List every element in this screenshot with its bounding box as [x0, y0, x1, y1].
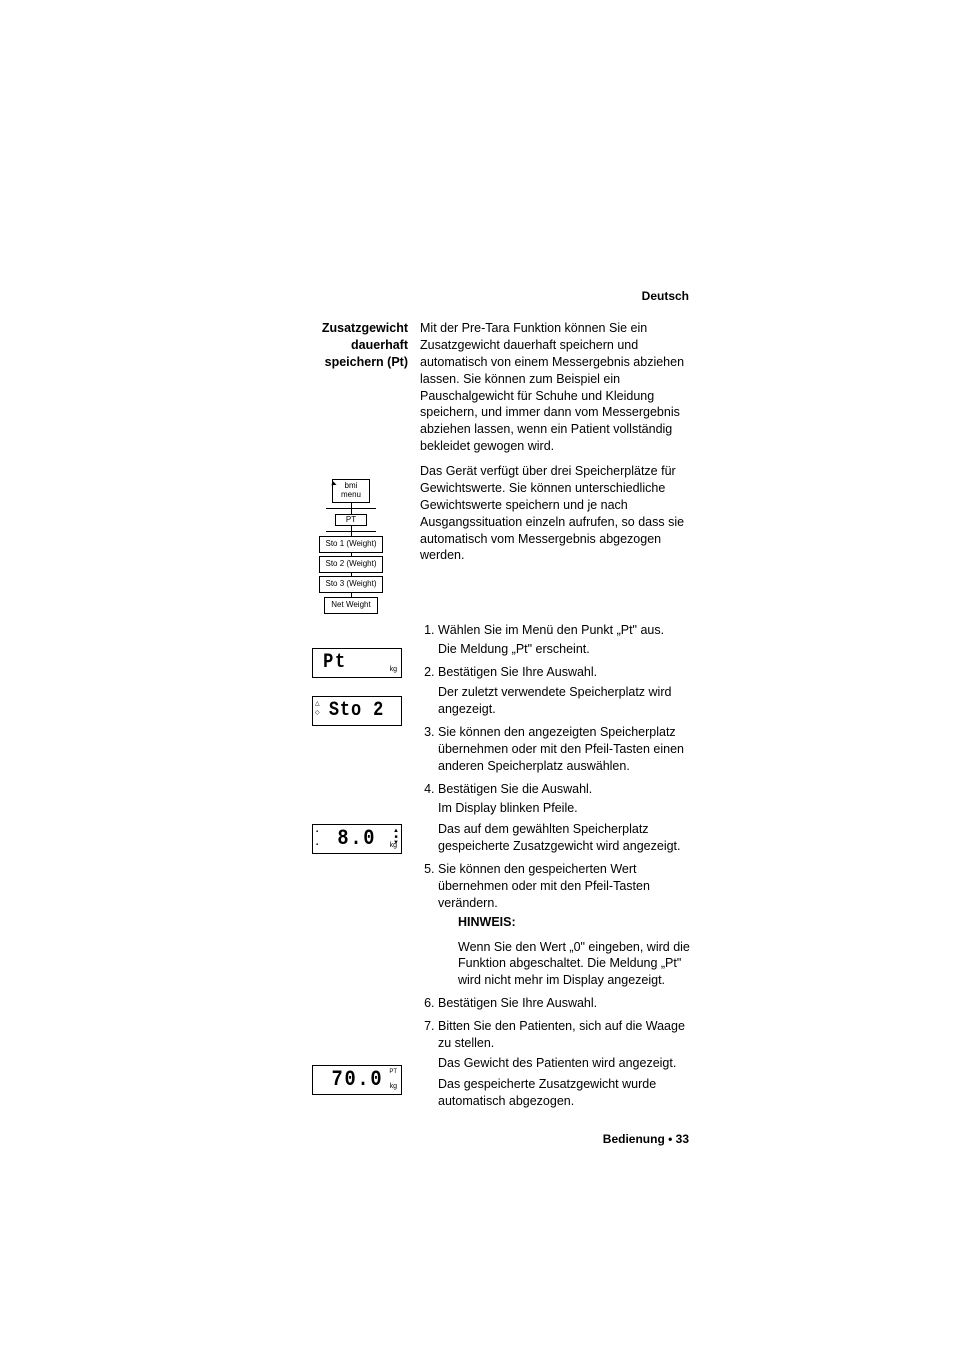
- lcd-700-text: 70.0: [331, 1065, 383, 1095]
- step-2: Bestätigen Sie Ihre Auswahl. Der zuletzt…: [438, 664, 692, 718]
- step-4-text: Bestätigen Sie die Auswahl.: [438, 782, 592, 796]
- steps-list: Wählen Sie im Menü den Punkt „Pt" aus. D…: [420, 622, 692, 1110]
- section-title-l2: dauerhaft: [351, 338, 408, 352]
- menu-root-l2: menu: [341, 490, 361, 499]
- step-5: Sie können den gespeicherten Wert überne…: [438, 861, 692, 989]
- step-4-sub-b: Das auf dem gewählten Speicherplatz gesp…: [438, 821, 692, 855]
- step-3: Sie können den angezeigten Speicherplatz…: [438, 724, 692, 775]
- step-2-text: Bestätigen Sie Ihre Auswahl.: [438, 665, 597, 679]
- step-1-sub: Die Meldung „Pt" erscheint.: [438, 641, 692, 658]
- lcd-700-kg: kg: [390, 1082, 397, 1091]
- lcd-700-pt-badge: PT: [389, 1068, 397, 1076]
- lcd-sto: △◇ Sto 2: [312, 696, 402, 726]
- lcd-pt-kg: kg: [390, 665, 397, 674]
- menu-node-pt: PT: [335, 514, 367, 527]
- step-7-sub-b: Das gespeicherte Zusatzgewicht wurde aut…: [438, 1076, 692, 1110]
- lcd-80: ▪ ▪ 8.0 ▲■▼ kg: [312, 824, 402, 854]
- step-5-text: Sie können den gespeicherten Wert überne…: [438, 862, 650, 910]
- section-title-l1: Zusatzgewicht: [322, 321, 408, 335]
- menu-tree: bmi menu PT Sto 1 (Weight) Sto 2 (Weight…: [300, 479, 420, 614]
- step-1: Wählen Sie im Menü den Punkt „Pt" aus. D…: [438, 622, 692, 659]
- paragraph-2: Das Gerät verfügt über drei Speicherplät…: [420, 463, 692, 564]
- menu-node-net: Net Weight: [324, 597, 377, 614]
- step-2-sub: Der zuletzt verwendete Speicherplatz wir…: [438, 684, 692, 718]
- lcd-sto-text: Sto 2: [329, 697, 384, 724]
- lcd-80-text: 8.0: [338, 824, 377, 854]
- paragraph-1: Mit der Pre-Tara Funktion können Sie ein…: [420, 320, 692, 455]
- lcd-80-dot-top-icon: ▪: [316, 828, 318, 836]
- step-3-text: Sie können den angezeigten Speicherplatz…: [438, 725, 684, 773]
- section-title-l3: speichern (Pt): [325, 355, 408, 369]
- page-footer: Bedienung • 33: [603, 1131, 689, 1147]
- lcd-pt: Pt kg: [312, 648, 402, 678]
- step-1-text: Wählen Sie im Menü den Punkt „Pt" aus.: [438, 623, 664, 637]
- section-title: Zusatzgewicht dauerhaft speichern (Pt): [300, 320, 408, 371]
- hint-title: HINWEIS:: [458, 914, 692, 931]
- step-6: Bestätigen Sie Ihre Auswahl.: [438, 995, 692, 1012]
- lcd-700: 70.0 PT kg: [312, 1065, 402, 1095]
- lcd-80-kg: kg: [390, 841, 397, 850]
- menu-root-l1: bmi: [345, 481, 358, 490]
- hint-body: Wenn Sie den Wert „0" eingeben, wird die…: [458, 939, 692, 990]
- language-label: Deutsch: [642, 288, 689, 304]
- menu-node-sto3: Sto 3 (Weight): [319, 576, 384, 593]
- menu-node-sto1: Sto 1 (Weight): [319, 536, 384, 553]
- menu-node-sto2: Sto 2 (Weight): [319, 556, 384, 573]
- lcd-80-dot-bot-icon: ▪: [316, 841, 318, 849]
- step-7-text: Bitten Sie den Patienten, sich auf die W…: [438, 1019, 685, 1050]
- menu-node-root: bmi menu: [332, 479, 370, 503]
- lcd-pt-text: Pt: [323, 649, 347, 676]
- step-7-sub-a: Das Gewicht des Patienten wird angezeigt…: [438, 1055, 692, 1072]
- lcd-sto-triangles-icon: △◇: [315, 700, 320, 718]
- content-body: Zusatzgewicht dauerhaft speichern (Pt) M…: [300, 320, 692, 1115]
- step-4: Bestätigen Sie die Auswahl. Im Display b…: [438, 781, 692, 856]
- step-7: Bitten Sie den Patienten, sich auf die W…: [438, 1018, 692, 1109]
- step-6-text: Bestätigen Sie Ihre Auswahl.: [438, 996, 597, 1010]
- step-4-sub-a: Im Display blinken Pfeile.: [438, 800, 692, 817]
